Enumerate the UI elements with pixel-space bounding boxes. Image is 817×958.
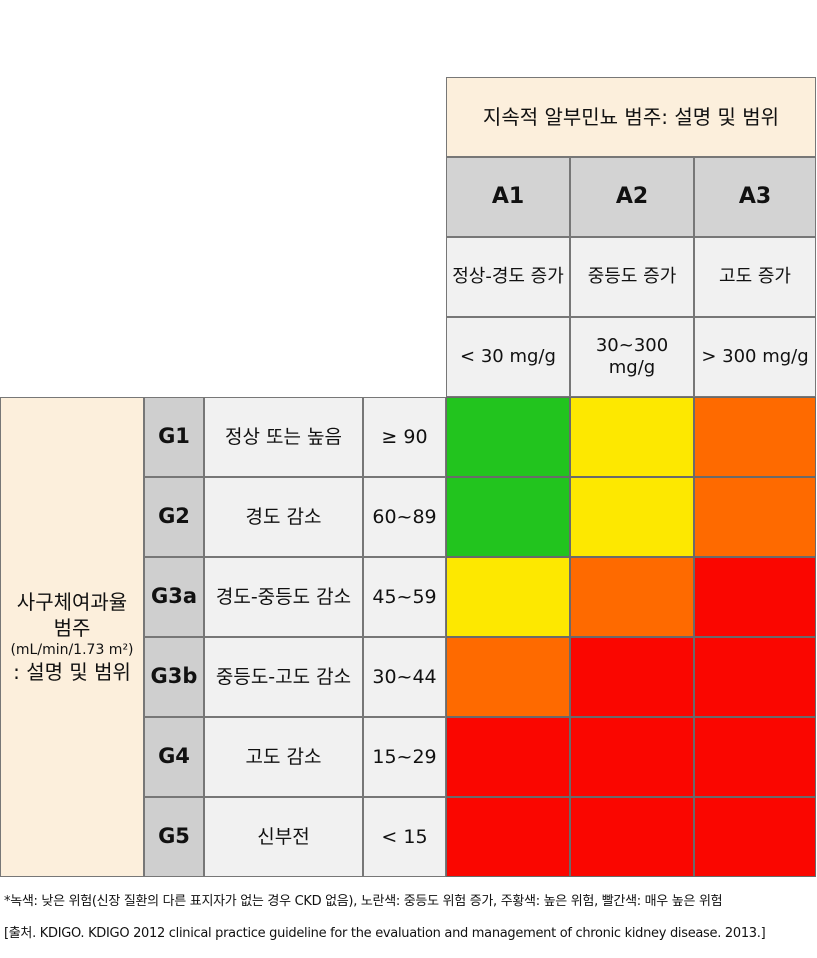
gfr-desc-g3a: 경도-중등도 감소: [204, 557, 363, 637]
gfr-desc-g4: 고도 감소: [204, 717, 363, 797]
gfr-code-g1: G1: [144, 397, 204, 477]
risk-cell-g3b-a2: [570, 637, 694, 717]
risk-cell-g1-a2: [570, 397, 694, 477]
column-desc-a1: 정상-경도 증가: [446, 237, 570, 317]
gfr-range-g3a: 45~59: [363, 557, 446, 637]
risk-cell-g1-a1: [446, 397, 570, 477]
risk-cell-g4-a1: [446, 717, 570, 797]
column-range-a3: > 300 mg/g: [694, 317, 816, 397]
gfr-desc-g1: 정상 또는 높음: [204, 397, 363, 477]
gfr-unit: (mL/min/1.73 m²): [10, 641, 134, 658]
column-range-a2: 30~300 mg/g: [570, 317, 694, 397]
risk-cell-g4-a3: [694, 717, 816, 797]
gfr-range-g4: 15~29: [363, 717, 446, 797]
column-desc-a3: 고도 증가: [694, 237, 816, 317]
risk-cell-g2-a2: [570, 477, 694, 557]
gfr-desc-g5: 신부전: [204, 797, 363, 877]
risk-cell-g3b-a1: [446, 637, 570, 717]
column-code-a2: A2: [570, 157, 694, 237]
gfr-title-line2: 범주: [53, 615, 91, 640]
gfr-range-g2: 60~89: [363, 477, 446, 557]
albuminuria-header-title: 지속적 알부민뇨 범주: 설명 및 범위: [446, 77, 816, 157]
gfr-code-g3b: G3b: [144, 637, 204, 717]
color-legend-note: *녹색: 낮은 위험(신장 질환의 다른 표지자가 없는 경우 CKD 없음),…: [4, 894, 723, 909]
risk-cell-g3a-a2: [570, 557, 694, 637]
gfr-range-g3b: 30~44: [363, 637, 446, 717]
gfr-range-g5: < 15: [363, 797, 446, 877]
gfr-category-title: 사구체여과율 범주 (mL/min/1.73 m²) : 설명 및 범위: [0, 397, 144, 877]
gfr-code-g2: G2: [144, 477, 204, 557]
risk-cell-g2-a1: [446, 477, 570, 557]
column-desc-a2: 중등도 증가: [570, 237, 694, 317]
risk-cell-g4-a2: [570, 717, 694, 797]
gfr-range-g1: ≥ 90: [363, 397, 446, 477]
risk-cell-g5-a2: [570, 797, 694, 877]
gfr-desc-g3b: 중등도-고도 감소: [204, 637, 363, 717]
gfr-title-line1: 사구체여과율: [16, 589, 128, 614]
gfr-desc-g2: 경도 감소: [204, 477, 363, 557]
column-range-a1: < 30 mg/g: [446, 317, 570, 397]
risk-cell-g3a-a1: [446, 557, 570, 637]
risk-cell-g3b-a3: [694, 637, 816, 717]
risk-cell-g1-a3: [694, 397, 816, 477]
gfr-code-g3a: G3a: [144, 557, 204, 637]
gfr-code-g4: G4: [144, 717, 204, 797]
source-note: [출처. KDIGO. KDIGO 2012 clinical practice…: [4, 926, 766, 941]
risk-cell-g5-a1: [446, 797, 570, 877]
risk-cell-g2-a3: [694, 477, 816, 557]
gfr-code-g5: G5: [144, 797, 204, 877]
column-code-a1: A1: [446, 157, 570, 237]
risk-cell-g5-a3: [694, 797, 816, 877]
column-code-a3: A3: [694, 157, 816, 237]
gfr-title-line3: : 설명 및 범위: [13, 660, 131, 685]
risk-cell-g3a-a3: [694, 557, 816, 637]
